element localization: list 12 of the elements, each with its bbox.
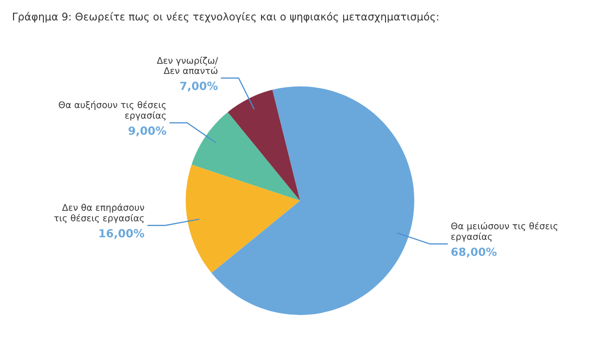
pie-slice [192, 112, 300, 201]
data-label: 7,00% [180, 82, 218, 92]
slice-label: Θα αυξήσουν τις θέσεις εργασίας [58, 100, 166, 121]
chart-title: Γράφημα 9: Θεωρείτε πως οι νέες τεχνολογίες και ο ψηφιακός μετασχηματισμός: [13, 12, 438, 23]
pie-slice [186, 164, 300, 273]
data-label: 68,00% [451, 248, 497, 258]
slice-label: Δεν θα επηράσουν τις θέσεις εργασίας [54, 203, 144, 224]
slice-label: Θα μειώσουν τις θέσεις εργασίας [451, 222, 558, 242]
data-label: 9,00% [128, 126, 166, 136]
pie-slice [228, 90, 300, 201]
slice-label: Δεν γνωρίζω/ Δεν απαντώ [156, 56, 218, 74]
data-label: 16,00% [100, 229, 144, 239]
